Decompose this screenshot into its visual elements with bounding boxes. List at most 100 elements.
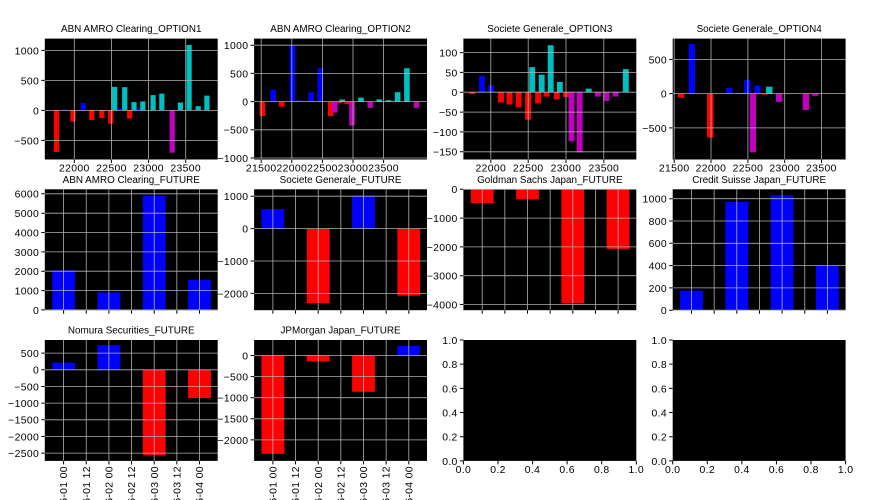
svg-text:06-04 00: 06-04 00 <box>404 466 415 500</box>
svg-text:06-02 00: 06-02 00 <box>314 466 325 500</box>
svg-text:Credit Suisse Japan_FUTURE: Credit Suisse Japan_FUTURE <box>692 175 826 186</box>
svg-text:0.0: 0.0 <box>442 457 458 468</box>
svg-text:21500: 21500 <box>246 164 277 175</box>
svg-text:100: 100 <box>439 49 457 60</box>
svg-text:200: 200 <box>649 284 667 295</box>
svg-text:22500: 22500 <box>513 164 544 175</box>
svg-text:06-03 12: 06-03 12 <box>382 466 393 500</box>
svg-text:0.2: 0.2 <box>700 465 716 476</box>
svg-text:500: 500 <box>230 69 248 80</box>
svg-text:−100: −100 <box>433 128 458 139</box>
svg-text:Nomura Securities_FUTURE: Nomura Securities_FUTURE <box>68 326 195 337</box>
svg-text:−3000: −3000 <box>427 272 458 283</box>
svg-text:22000: 22000 <box>475 164 506 175</box>
svg-text:0: 0 <box>242 98 248 109</box>
svg-text:JPMorgan Japan_FUTURE: JPMorgan Japan_FUTURE <box>280 326 401 337</box>
svg-text:22500: 22500 <box>96 164 127 175</box>
svg-text:0.0: 0.0 <box>456 465 472 476</box>
svg-text:0.0: 0.0 <box>652 457 668 468</box>
svg-text:23000: 23000 <box>769 164 800 175</box>
svg-text:−2500: −2500 <box>8 449 39 460</box>
svg-text:0.2: 0.2 <box>442 433 458 444</box>
svg-text:Goldman Sachs Japan_FUTURE: Goldman Sachs Japan_FUTURE <box>477 175 623 186</box>
svg-text:0.4: 0.4 <box>525 465 541 476</box>
svg-text:400: 400 <box>649 262 667 273</box>
svg-text:23000: 23000 <box>551 164 582 175</box>
svg-text:−1500: −1500 <box>217 415 248 426</box>
svg-text:−2000: −2000 <box>8 432 39 443</box>
svg-text:4000: 4000 <box>15 228 40 239</box>
svg-text:800: 800 <box>649 217 667 228</box>
svg-text:06-03 12: 06-03 12 <box>172 466 183 500</box>
svg-text:0.4: 0.4 <box>652 408 668 419</box>
svg-text:2000: 2000 <box>15 267 40 278</box>
svg-text:06-02 12: 06-02 12 <box>127 466 138 500</box>
svg-text:06-02 00: 06-02 00 <box>105 466 116 500</box>
svg-text:0: 0 <box>661 90 667 101</box>
svg-text:1.0: 1.0 <box>442 336 458 347</box>
svg-text:−1000: −1000 <box>217 394 248 405</box>
svg-text:1000: 1000 <box>15 46 40 57</box>
svg-text:−1500: −1500 <box>8 416 39 427</box>
svg-text:06-01 12: 06-01 12 <box>291 466 302 500</box>
svg-text:06-01 12: 06-01 12 <box>82 466 93 500</box>
svg-text:0: 0 <box>242 225 248 236</box>
svg-text:22000: 22000 <box>276 164 307 175</box>
svg-text:22500: 22500 <box>307 164 338 175</box>
svg-text:−2000: −2000 <box>217 289 248 300</box>
svg-text:0.6: 0.6 <box>559 465 575 476</box>
svg-text:−500: −500 <box>14 136 39 147</box>
svg-text:1000: 1000 <box>224 192 249 203</box>
svg-text:−50: −50 <box>439 108 458 119</box>
svg-text:22000: 22000 <box>696 164 727 175</box>
svg-text:6000: 6000 <box>15 190 40 201</box>
svg-text:3000: 3000 <box>15 248 40 259</box>
svg-text:−1000: −1000 <box>217 154 248 165</box>
svg-text:22500: 22500 <box>733 164 764 175</box>
svg-text:06-03 00: 06-03 00 <box>359 466 370 500</box>
svg-text:06-04 00: 06-04 00 <box>195 466 206 500</box>
svg-text:ABN AMRO Clearing_OPTION2: ABN AMRO Clearing_OPTION2 <box>270 24 411 35</box>
svg-text:23500: 23500 <box>588 164 619 175</box>
svg-text:500: 500 <box>21 76 39 87</box>
svg-text:21500: 21500 <box>659 164 690 175</box>
svg-text:0: 0 <box>242 351 248 362</box>
svg-text:−2000: −2000 <box>217 436 248 447</box>
svg-text:−500: −500 <box>14 382 39 393</box>
svg-text:0.4: 0.4 <box>442 408 458 419</box>
svg-text:0.6: 0.6 <box>652 384 668 395</box>
svg-text:06-01 00: 06-01 00 <box>269 466 280 500</box>
svg-text:50: 50 <box>445 68 457 79</box>
svg-text:600: 600 <box>649 239 667 250</box>
svg-text:−1000: −1000 <box>8 399 39 410</box>
svg-text:0.6: 0.6 <box>769 465 785 476</box>
svg-text:Societe Generale_OPTION4: Societe Generale_OPTION4 <box>697 24 823 35</box>
svg-text:0.4: 0.4 <box>734 465 750 476</box>
svg-text:23000: 23000 <box>133 164 164 175</box>
svg-text:22000: 22000 <box>59 164 90 175</box>
svg-text:23500: 23500 <box>806 164 837 175</box>
svg-text:06-02 12: 06-02 12 <box>336 466 347 500</box>
svg-text:0.8: 0.8 <box>652 360 668 371</box>
svg-text:−500: −500 <box>224 126 249 137</box>
svg-text:0: 0 <box>33 106 39 117</box>
svg-text:0.0: 0.0 <box>665 465 681 476</box>
svg-text:23000: 23000 <box>338 164 369 175</box>
svg-text:23500: 23500 <box>170 164 201 175</box>
svg-text:0.2: 0.2 <box>652 433 668 444</box>
svg-text:1000: 1000 <box>642 195 667 206</box>
svg-text:ABN AMRO Clearing_OPTION1: ABN AMRO Clearing_OPTION1 <box>61 24 202 35</box>
svg-text:0: 0 <box>452 185 458 196</box>
svg-text:0.2: 0.2 <box>490 465 506 476</box>
svg-text:0: 0 <box>33 306 39 317</box>
svg-text:0.8: 0.8 <box>442 360 458 371</box>
svg-text:06-01 00: 06-01 00 <box>59 466 70 500</box>
svg-text:ABN AMRO Clearing_FUTURE: ABN AMRO Clearing_FUTURE <box>63 175 201 186</box>
svg-text:0: 0 <box>452 88 458 99</box>
svg-text:0: 0 <box>661 306 667 317</box>
svg-text:0.8: 0.8 <box>803 465 819 476</box>
svg-text:5000: 5000 <box>15 209 40 220</box>
svg-text:1.0: 1.0 <box>838 465 854 476</box>
svg-text:0.8: 0.8 <box>594 465 610 476</box>
svg-text:−2000: −2000 <box>427 243 458 254</box>
